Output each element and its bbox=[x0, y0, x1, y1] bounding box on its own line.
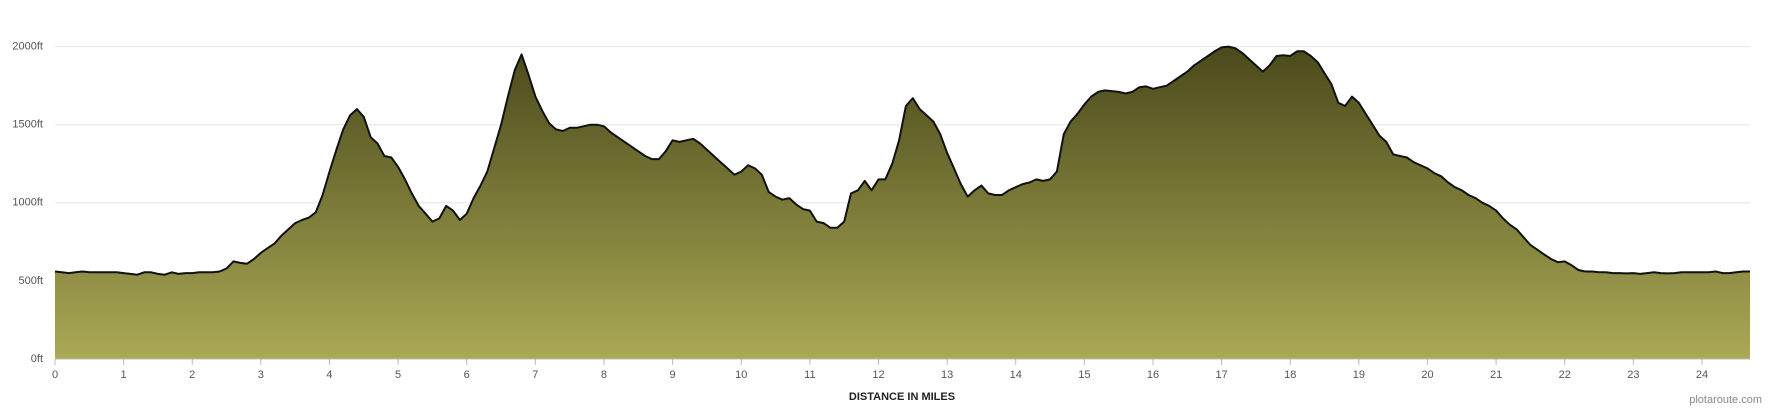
x-tick-label: 2 bbox=[189, 369, 195, 381]
x-tick-label: 17 bbox=[1215, 369, 1227, 381]
x-tick-label: 21 bbox=[1490, 369, 1502, 381]
x-tick-label: 15 bbox=[1078, 369, 1090, 381]
x-tick-label: 0 bbox=[52, 369, 58, 381]
y-tick-label: 500ft bbox=[19, 275, 43, 287]
credit: plotaroute.com bbox=[1689, 394, 1762, 406]
y-tick-label: 1500ft bbox=[12, 119, 43, 131]
x-tick-label: 6 bbox=[464, 369, 470, 381]
x-tick-label: 24 bbox=[1696, 369, 1708, 381]
x-tick-label: 9 bbox=[670, 369, 676, 381]
x-tick-label: 3 bbox=[258, 369, 264, 381]
x-tick-label: 18 bbox=[1284, 369, 1296, 381]
y-tick-label: 0ft bbox=[31, 353, 43, 365]
elevation-line bbox=[54, 45, 1750, 276]
x-tick-label: 12 bbox=[872, 369, 884, 381]
x-tick-label: 13 bbox=[941, 369, 953, 381]
x-tick-label: 22 bbox=[1559, 369, 1571, 381]
x-tick-label: 4 bbox=[326, 369, 332, 381]
x-tick-label: 5 bbox=[395, 369, 401, 381]
x-tick-label: 7 bbox=[532, 369, 538, 381]
y-tick-label: 2000ft bbox=[12, 41, 43, 53]
x-tick-label: 8 bbox=[601, 369, 607, 381]
x-tick-label: 11 bbox=[804, 369, 815, 381]
x-axis-label: DISTANCE IN MILES bbox=[849, 391, 955, 403]
x-tick-label: 16 bbox=[1147, 369, 1159, 381]
y-tick-label: 1000ft bbox=[12, 197, 43, 209]
x-tick-label: 10 bbox=[735, 369, 747, 381]
x-tick-label: 23 bbox=[1627, 369, 1639, 381]
x-tick-label: 19 bbox=[1353, 369, 1365, 381]
x-tick-label: 20 bbox=[1421, 369, 1433, 381]
elevation-area bbox=[55, 46, 1750, 359]
x-tick-label: 14 bbox=[1010, 369, 1022, 381]
x-tick-label: 1 bbox=[121, 369, 127, 381]
